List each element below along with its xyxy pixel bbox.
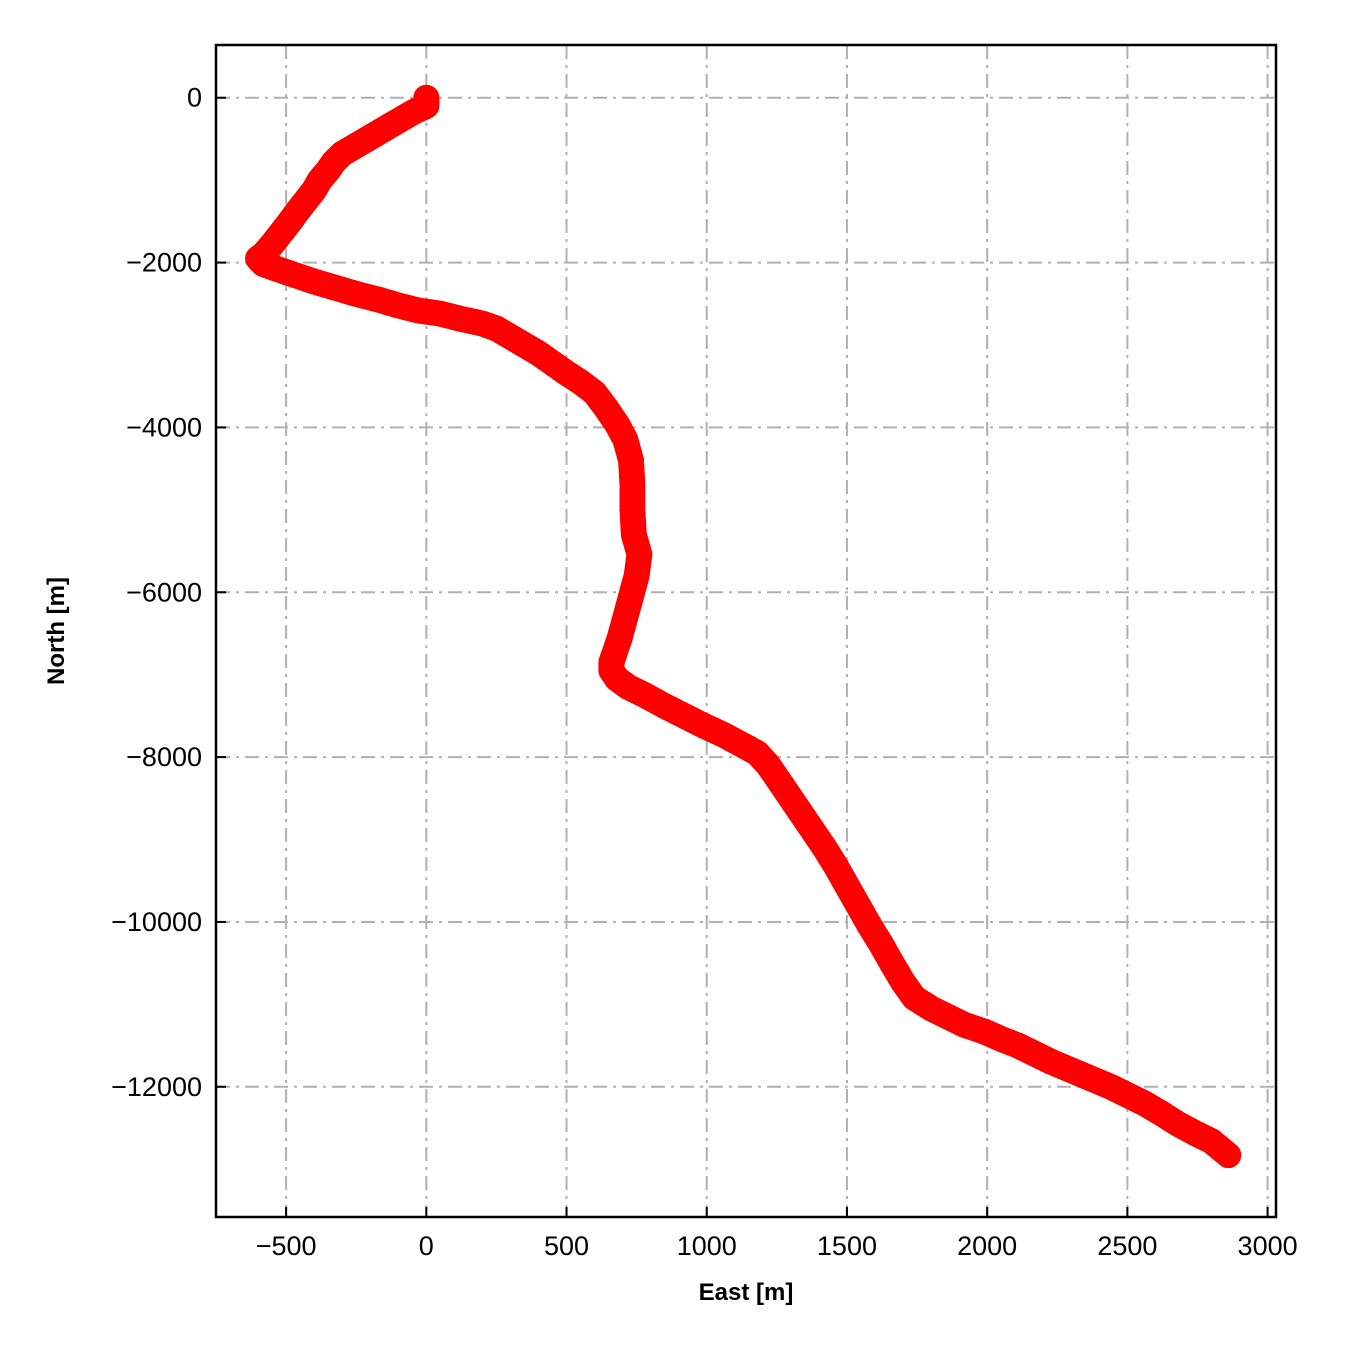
x-tick-label: −500 — [256, 1231, 317, 1261]
y-tick-label: 0 — [187, 83, 202, 113]
y-tick-label: −2000 — [126, 248, 202, 278]
x-tick-label: 1000 — [677, 1231, 737, 1261]
x-tick-label: 2500 — [1097, 1231, 1157, 1261]
y-tick-label: −6000 — [126, 577, 202, 607]
y-axis-label: North [m] — [43, 577, 70, 685]
y-tick-label: −12000 — [111, 1072, 202, 1102]
y-tick-label: −8000 — [126, 742, 202, 772]
x-tick-label: 3000 — [1238, 1231, 1298, 1261]
plot-frame — [214, 43, 1278, 1219]
x-tick-label: 1500 — [817, 1231, 877, 1261]
axis-ticks: −500 0 500 1000 1500 2000 2500 3000 0 −2000 −4000 −… — [111, 83, 1297, 1261]
x-tick-label: 500 — [544, 1231, 589, 1261]
y-tick-label: −4000 — [126, 412, 202, 442]
data-series — [245, 84, 1242, 1169]
x-tick-label: 2000 — [957, 1231, 1017, 1261]
y-tick-label: −10000 — [111, 907, 202, 937]
x-axis-label: East [m] — [699, 1279, 794, 1306]
x-tick-label: 0 — [419, 1231, 434, 1261]
data-point — [1215, 1142, 1242, 1169]
